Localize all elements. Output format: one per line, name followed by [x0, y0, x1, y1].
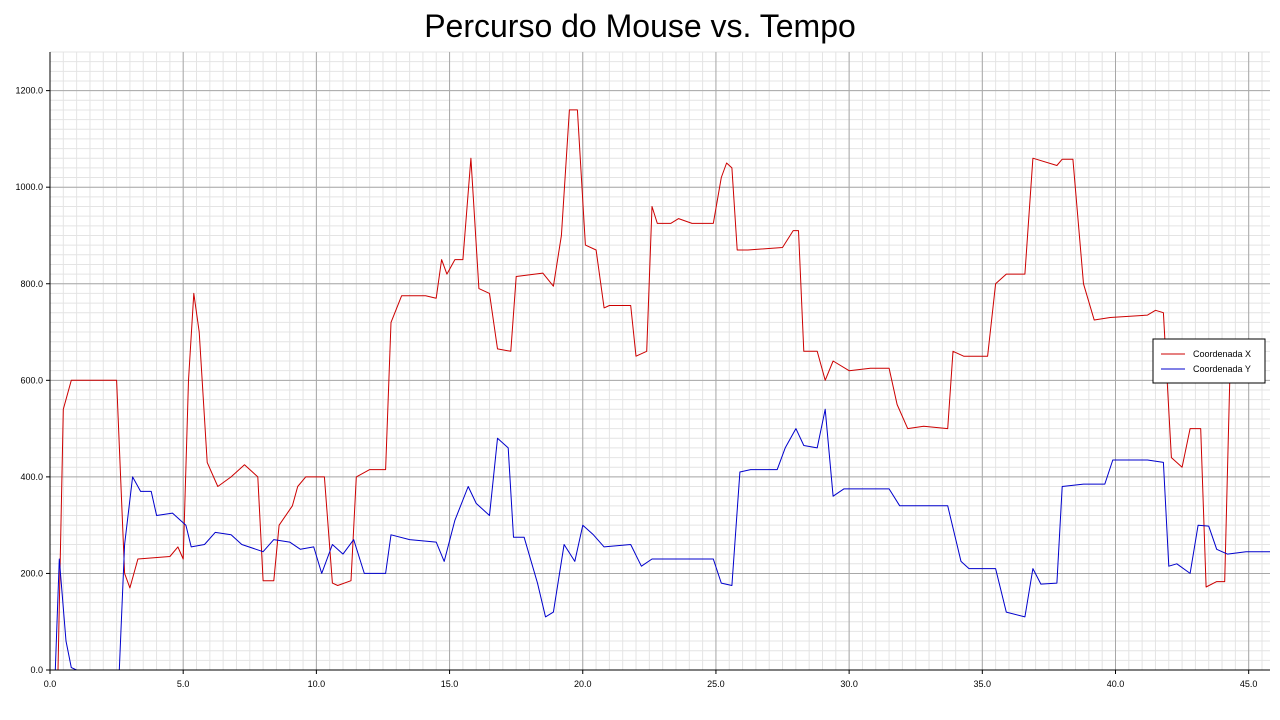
legend: Coordenada X Coordenada Y	[1152, 338, 1266, 384]
legend-box	[1152, 338, 1266, 384]
x-tick-label: 25.0	[707, 679, 725, 689]
x-tick-label: 5.0	[177, 679, 190, 689]
x-tick-label: 45.0	[1240, 679, 1258, 689]
x-tick-label: 40.0	[1107, 679, 1125, 689]
series-layer	[50, 109, 1270, 671]
x-tick-label: 30.0	[840, 679, 858, 689]
minor-grid	[49, 51, 1270, 671]
x-tick-label: 20.0	[574, 679, 592, 689]
series-line-x	[50, 109, 1231, 671]
y-tick-label: 1200.0	[15, 86, 43, 96]
x-tick-label: 15.0	[441, 679, 459, 689]
tick-labels: 0.0 5.0 10.0 15.0 20.0 25.0 30.0 35.0 40.0 45.0 0.…	[15, 86, 1257, 689]
x-tick-label: 0.0	[44, 679, 57, 689]
x-tick-label: 35.0	[974, 679, 992, 689]
legend-label: Coordenada X	[1193, 349, 1251, 359]
y-tick-label: 800.0	[20, 279, 43, 289]
axes	[46, 52, 1270, 674]
y-tick-label: 600.0	[20, 375, 43, 385]
y-tick-label: 1000.0	[15, 182, 43, 192]
y-tick-label: 0.0	[30, 665, 43, 675]
y-tick-label: 400.0	[20, 472, 43, 482]
y-tick-label: 200.0	[20, 568, 43, 578]
series-line-y	[50, 408, 1270, 671]
chart-title: Percurso do Mouse vs. Tempo	[424, 8, 856, 44]
legend-label: Coordenada Y	[1193, 364, 1251, 374]
x-tick-label: 10.0	[308, 679, 326, 689]
